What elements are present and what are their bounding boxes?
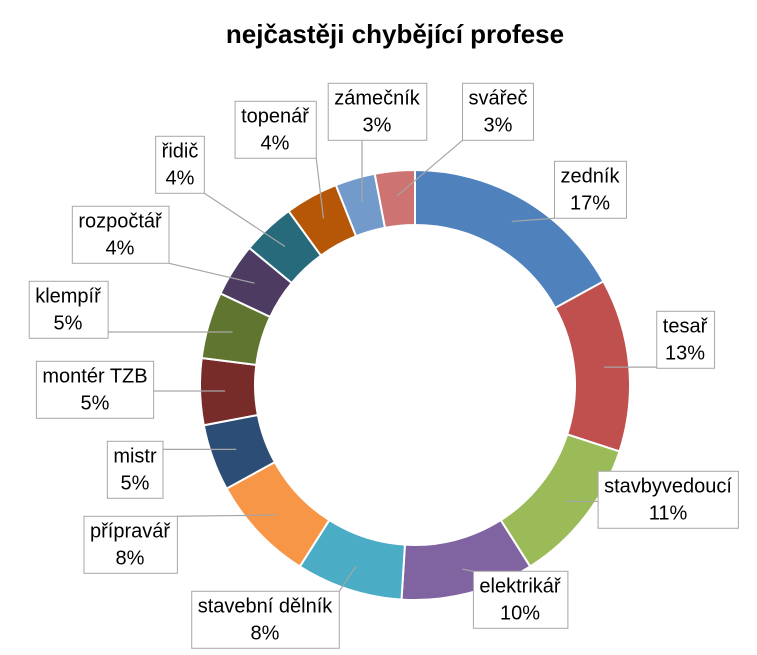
data-label: stavbyvedoucí 11% [597,470,739,529]
label-name: stavbyvedoucí [604,475,732,497]
label-box [656,310,716,369]
chart-title: nejčastěji chybějící profese [226,19,564,49]
data-label: tesař 13% [656,310,716,369]
data-label: topenář 4% [234,100,317,159]
label-box [106,440,164,499]
label-name: tesař [663,315,709,337]
donut-slice [199,356,260,427]
donut-slice [373,168,416,230]
data-label: řidič 4% [155,135,205,194]
label-value: 3% [363,114,392,136]
label-box [83,515,178,574]
label-name: mistr [113,445,157,467]
label-value: 5% [81,392,110,414]
donut-slice [553,280,631,453]
label-name: přípravář [90,520,171,542]
label-value: 4% [261,132,290,154]
data-label: klempíř 5% [28,280,109,339]
label-name: rozpočtář [78,210,163,232]
leader-line [177,514,277,517]
label-value: 5% [121,472,150,494]
label-name: zámečník [334,87,421,109]
label-value: 11% [649,502,688,524]
label-box [28,280,109,339]
label-name: topenář [241,105,310,127]
data-label: rozpočtář 4% [71,205,170,264]
label-box [554,160,627,219]
label-value: 5% [54,312,83,334]
label-box [35,360,155,419]
label-box [191,590,340,649]
label-name: zedník [561,165,621,187]
data-label: zedník 17% [554,160,627,219]
data-label: svářeč 3% [462,82,534,141]
label-box [234,100,317,159]
leader-line [511,217,555,223]
label-box [155,135,205,194]
leader-lines [108,139,657,592]
leader-line [462,568,474,572]
label-name: svářeč [469,87,528,109]
label-value: 8% [251,622,280,644]
label-name: klempíř [35,285,102,307]
label-box [597,470,739,529]
leader-line [396,139,463,197]
data-label: elektrikář 10% [472,570,569,629]
data-label: zámečník 3% [327,82,428,141]
label-value: 3% [484,114,513,136]
label-box [462,82,534,141]
label-name: řidič [162,140,199,162]
label-value: 10% [500,602,540,624]
leader-line [204,192,286,247]
leader-line [168,262,255,284]
label-box [327,82,428,141]
data-label: mistr 5% [106,440,164,499]
data-label: stavební dělník 8% [191,590,340,649]
label-name: stavební dělník [198,595,334,617]
label-box [71,205,170,264]
label-value: 8% [116,547,145,569]
leader-line [338,565,357,592]
label-name: elektrikář [479,575,561,597]
label-name: montér TZB [42,365,147,387]
label-box [472,570,569,629]
label-value: 4% [106,237,135,259]
leader-line [315,158,325,219]
label-value: 4% [166,167,195,189]
label-value: 17% [570,192,610,214]
data-label: přípravář 8% [83,515,178,574]
label-value: 13% [665,342,705,364]
data-label: montér TZB 5% [35,360,155,419]
